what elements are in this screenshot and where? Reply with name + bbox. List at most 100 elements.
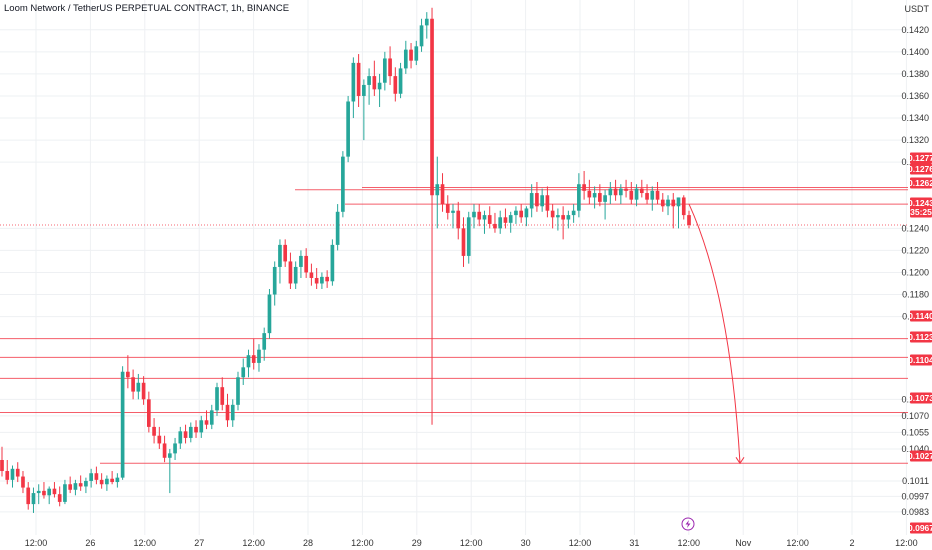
level-badge-bg: [910, 310, 932, 322]
candle-body: [335, 211, 340, 245]
candle-body: [78, 483, 83, 487]
candle-body: [456, 210, 461, 229]
candle-body: [105, 478, 109, 485]
candle-body: [461, 228, 466, 256]
candle-body: [36, 490, 41, 494]
candle-body: [372, 76, 377, 90]
candle-body: [545, 195, 550, 211]
candle-body: [440, 184, 445, 205]
candle-body: [524, 208, 529, 218]
candle-body: [5, 471, 10, 480]
y-tick-label: 0.1320: [901, 135, 929, 145]
candle-body: [94, 473, 99, 480]
currency-label: USDT: [905, 4, 930, 14]
candle-body: [592, 193, 597, 198]
candle-body: [540, 195, 544, 207]
candle-body: [608, 188, 613, 196]
x-tick-label: 12:00: [678, 538, 701, 548]
level-badge: 0.1123: [908, 332, 932, 342]
level-badge-bg: [910, 392, 932, 404]
candle-body: [398, 68, 403, 94]
candle-body: [435, 184, 440, 196]
candle-body: [47, 488, 52, 496]
candle-body: [230, 404, 235, 421]
candle-body: [63, 484, 67, 502]
y-tick-label: 0.1055: [901, 427, 929, 437]
candle-body: [84, 480, 88, 487]
y-tick-label: 0.1420: [901, 25, 929, 35]
candle-body: [603, 195, 607, 202]
candle-body: [257, 349, 261, 363]
candle-body: [487, 215, 492, 224]
candle-body: [613, 188, 618, 196]
candle-body: [246, 355, 251, 368]
candle-body: [498, 217, 503, 229]
candle-body: [671, 199, 676, 207]
candle-body: [556, 215, 560, 218]
level-badge-bg: [910, 450, 932, 462]
candle-body: [582, 184, 586, 191]
x-tick-label: 12:00: [895, 538, 918, 548]
chart-title: Loom Network / TetherUS PERPETUAL CONTRA…: [4, 3, 289, 14]
candle-body: [687, 215, 691, 226]
candle-body: [571, 210, 576, 216]
lightning-icon[interactable]: [681, 517, 695, 531]
y-tick-label: 0.1240: [901, 223, 929, 233]
level-badge-bg: [910, 152, 932, 164]
candle-body: [577, 184, 581, 211]
candle-body: [650, 190, 655, 200]
candle-body: [362, 84, 366, 96]
candle-body: [251, 355, 256, 363]
level-badge: 0.1140: [908, 311, 932, 321]
candle-body: [220, 387, 225, 405]
level-badge: 0.1027: [908, 451, 932, 461]
candle-body: [183, 431, 188, 438]
candle-body: [629, 190, 634, 200]
y-tick-label: 0.1200: [901, 267, 929, 277]
candle-body: [15, 468, 20, 477]
x-tick-label: 12:00: [569, 538, 592, 548]
y-tick-label: 0.1180: [902, 290, 929, 300]
candle-body: [120, 371, 125, 478]
price-axis[interactable]: 0.14200.14000.13800.13600.13400.13200.13…: [901, 25, 929, 517]
candle-body: [309, 272, 314, 278]
candle-body: [147, 399, 151, 427]
candle-body: [451, 210, 455, 213]
candle-body: [225, 404, 230, 421]
x-tick-label: 26: [85, 538, 95, 548]
candle-body: [293, 266, 298, 284]
y-tick-label: 0.1011: [902, 476, 929, 486]
y-tick-label: 0.0997: [901, 491, 929, 501]
time-axis[interactable]: 12:00 26 12:00 27 12:00 28 12:00 29 12:00 30 12:00…: [25, 538, 918, 548]
candle-body: [514, 210, 518, 216]
bottom-price-badge: 0.0967: [908, 523, 932, 533]
candle-body: [482, 215, 487, 220]
candle-body: [136, 382, 141, 392]
level-badge-bg: [910, 163, 932, 175]
y-tick-label: 0.1040: [901, 444, 929, 454]
y-tick-label: 0.1220: [901, 245, 929, 255]
level-badge: 0.1262: [908, 178, 932, 188]
x-tick-label: 31: [629, 538, 639, 548]
bottom-price-badge-bg: [910, 522, 932, 534]
price-axis-bg: [908, 0, 932, 535]
x-tick-label: 12:00: [460, 538, 483, 548]
candle-body: [503, 217, 508, 223]
candle-body: [666, 199, 670, 207]
level-badge-bg: [910, 354, 932, 366]
candle-body: [561, 215, 565, 220]
candle-body: [639, 188, 644, 194]
candle-body: [519, 210, 524, 218]
candle-body: [178, 431, 183, 444]
x-tick-label: 30: [521, 538, 531, 548]
candle-body: [304, 255, 309, 273]
candle-body: [414, 46, 419, 61]
candle-body: [267, 294, 272, 334]
candle-body: [598, 193, 602, 202]
level-badge: 0.1104: [908, 355, 932, 365]
x-tick-label: 12:00: [242, 538, 265, 548]
candle-body: [26, 487, 31, 505]
grid: [0, 0, 908, 535]
